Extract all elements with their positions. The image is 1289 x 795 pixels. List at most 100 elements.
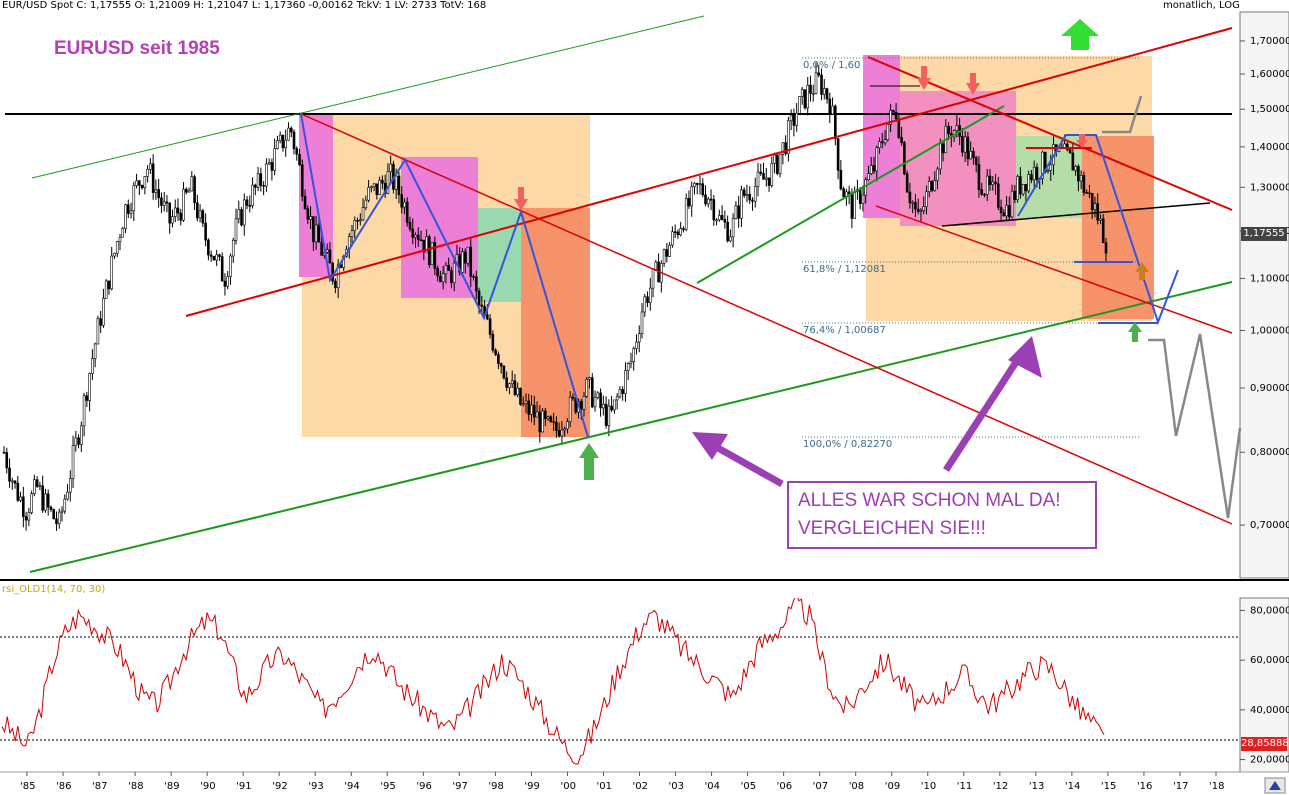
candle-body: [781, 142, 785, 155]
candle-body: [436, 268, 439, 277]
candle-body: [55, 518, 58, 525]
red-down-arrow-4: [1076, 134, 1088, 148]
candle-body: [1082, 175, 1086, 193]
chart-header-info: EUR/USD Spot C: 1,17555 O: 1,21009 H: 1,…: [2, 0, 487, 11]
fib-label-100: 100,0% / 0,82270: [803, 439, 893, 450]
candle-body: [334, 280, 337, 289]
candle-body: [941, 143, 945, 154]
annotation-box: ALLES WAR SCHON MAL DA! VERGLEICHEN SIE!…: [787, 481, 1097, 549]
candle-body: [864, 179, 868, 196]
candle-body: [825, 88, 829, 100]
candle-body: [538, 411, 542, 433]
candle-body: [712, 199, 716, 221]
candle-body: [1027, 174, 1030, 192]
candle-body: [1088, 192, 1091, 195]
candle-body: [809, 84, 812, 94]
candle-body: [1032, 166, 1036, 181]
candle-body: [897, 118, 901, 138]
candle-body: [552, 421, 555, 423]
candle-body: [858, 189, 862, 204]
candle-body: [416, 234, 420, 241]
candle-body: [1049, 164, 1053, 171]
candle-body: [259, 173, 263, 186]
candle-body: [908, 191, 912, 204]
candle-body: [212, 255, 216, 261]
candle-body: [370, 186, 373, 189]
candle-body: [798, 96, 801, 114]
candle-body: [223, 280, 227, 287]
candle-body: [582, 396, 586, 410]
candle-body: [806, 84, 810, 109]
time-tick-label: '90: [200, 781, 215, 792]
time-tick-label: '87: [92, 781, 107, 792]
candle-body: [508, 383, 511, 388]
black-neckline: [941, 202, 1211, 227]
candle-body: [30, 493, 33, 513]
candle-body: [513, 380, 517, 395]
candle-body: [955, 125, 959, 131]
candle-body: [209, 254, 213, 257]
candle-body: [646, 296, 649, 303]
zone-salmon-2: [1082, 136, 1154, 319]
candle-body: [237, 209, 241, 220]
candle-body: [654, 261, 658, 270]
candle-body: [753, 186, 757, 202]
time-tick-label: '07: [813, 781, 828, 792]
candle-body: [91, 358, 94, 374]
candle-body: [289, 127, 293, 133]
candle-body: [46, 493, 50, 508]
annotation-line-2: VERGLEICHEN SIE!!!: [798, 518, 986, 539]
candle-body: [903, 142, 906, 175]
candle-body: [336, 264, 340, 289]
candle-body: [1008, 205, 1011, 218]
candle-body: [637, 333, 641, 343]
zone-magenta-3: [863, 55, 900, 218]
time-tick-label: '97: [452, 781, 467, 792]
candle-body: [983, 194, 986, 196]
candle-body: [593, 397, 597, 408]
fib-label-0: 0,0% / 1,60: [803, 60, 861, 71]
green-support-2: [696, 105, 1005, 284]
candle-body: [936, 168, 939, 181]
candle-body: [671, 231, 674, 246]
candle-body: [1104, 242, 1108, 254]
candle-body: [621, 389, 624, 394]
price-tick-label: 0,70000: [1250, 520, 1289, 531]
candle-body: [704, 194, 707, 205]
candle-body: [850, 193, 854, 219]
current-price-tag: 1,17555: [1241, 227, 1287, 241]
rsi-line: [1, 598, 1105, 765]
candle-body: [624, 370, 627, 394]
candle-body: [149, 163, 152, 170]
rsi-tick-label: 40,00000: [1250, 705, 1289, 716]
candle-body: [306, 208, 310, 220]
candle-body: [555, 421, 558, 431]
candle-body: [110, 255, 114, 290]
candle-body: [831, 105, 834, 115]
candle-body: [673, 231, 677, 234]
candle-body: [676, 231, 680, 236]
candle-body: [839, 169, 843, 190]
candle-body: [403, 201, 406, 208]
candle-body: [444, 265, 448, 275]
candle-body: [668, 244, 671, 257]
time-tick-label: '17: [1173, 781, 1188, 792]
candle-body: [364, 199, 368, 208]
candle-body: [126, 204, 130, 214]
candle-body: [933, 180, 937, 191]
candle-body: [414, 234, 417, 238]
candle-body: [974, 157, 978, 165]
candle-body: [1066, 143, 1069, 150]
candle-body: [74, 437, 78, 446]
time-tick-label: '10: [921, 781, 936, 792]
candle-body: [1085, 192, 1088, 194]
candle-body: [916, 208, 920, 212]
candle-body: [52, 509, 56, 520]
candle-body: [270, 162, 274, 171]
candle-body: [389, 163, 392, 172]
candle-body: [549, 416, 553, 422]
red-falling-3: [875, 205, 1233, 334]
candle-body: [99, 318, 102, 326]
candle-body: [789, 114, 793, 122]
candle-body: [961, 136, 964, 153]
